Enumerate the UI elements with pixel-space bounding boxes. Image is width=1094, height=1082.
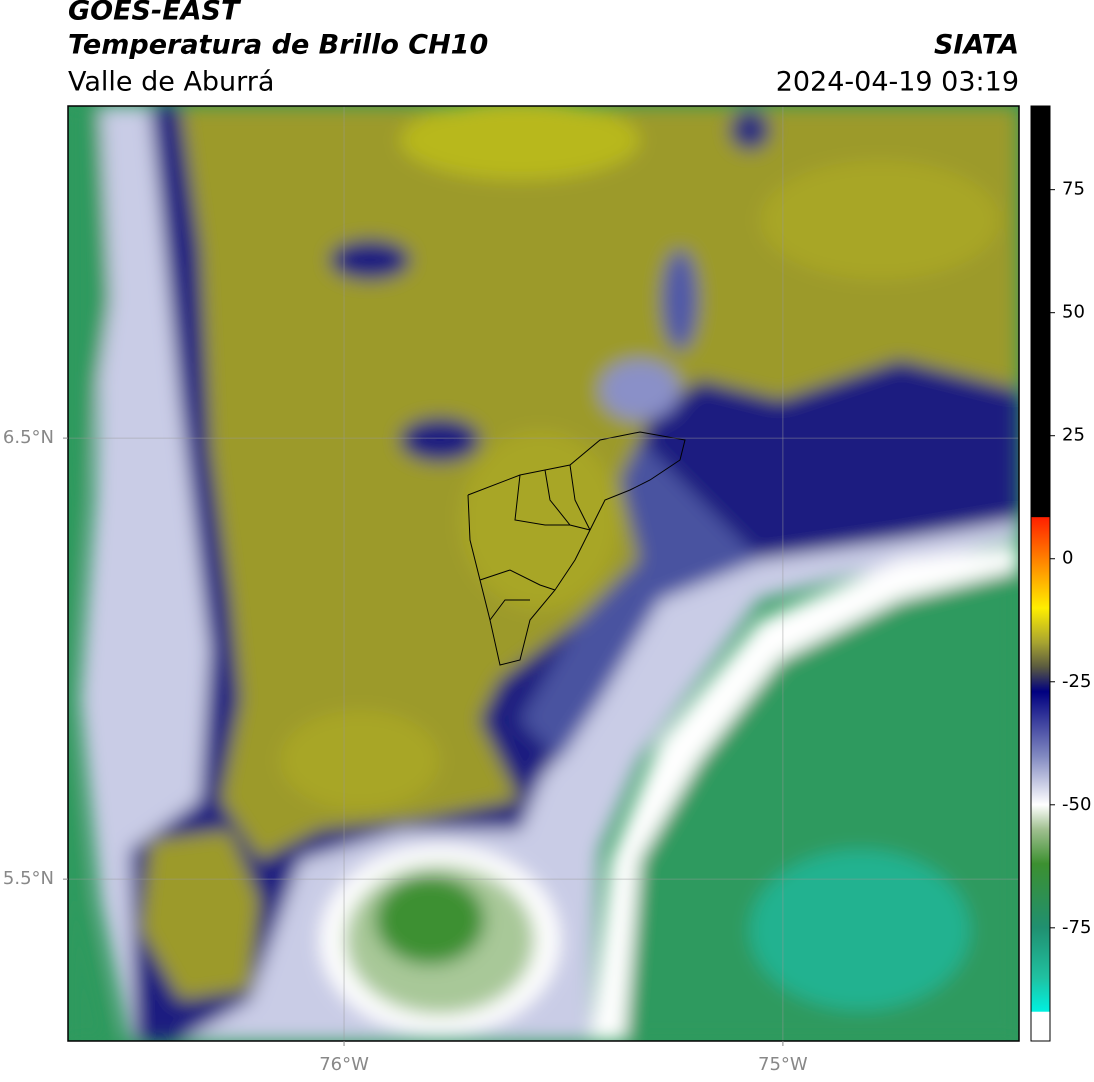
map-frame: [67, 105, 1020, 1042]
colorbar-tick-label: -75: [1062, 917, 1091, 938]
region: Valle de Aburrá: [68, 67, 274, 98]
colorbar-tick-label: 50: [1062, 302, 1085, 323]
y-tick-label: 5.5°N: [3, 868, 54, 889]
colorbar-tick-label: -25: [1062, 671, 1091, 692]
y-tick-label: 6.5°N: [3, 427, 54, 448]
colorbar-tick-label: 0: [1062, 548, 1073, 569]
temperature-field: [68, 106, 1019, 1041]
grid: [68, 106, 1019, 1041]
title: GOES-EAST: [68, 0, 242, 27]
municipal-boundaries: [467, 431, 686, 666]
colorbar: [1030, 105, 1051, 1042]
subtitle: Temperatura de Brillo CH10: [68, 30, 488, 61]
colorbar-tick-label: 75: [1062, 179, 1085, 200]
x-tick-label: 76°W: [319, 1054, 369, 1075]
source: SIATA: [934, 30, 1019, 61]
x-tick-label: 75°W: [758, 1054, 808, 1075]
colorbar-tick-label: -50: [1062, 794, 1091, 815]
datetime: 2024-04-19 03:19: [776, 67, 1019, 98]
colorbar-tick-label: 25: [1062, 425, 1085, 446]
